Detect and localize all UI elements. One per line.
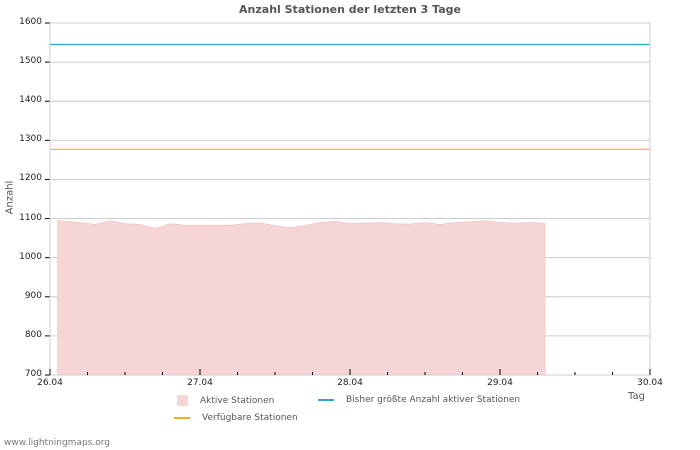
y-tick-label: 1000	[19, 251, 42, 262]
y-tick-label: 1200	[19, 173, 42, 184]
y-tick-label: 1600	[19, 17, 42, 27]
x-tick-label: 27.04	[187, 378, 213, 388]
legend-label-active: Aktive Stationen	[200, 395, 275, 406]
active-stations-area	[57, 220, 546, 376]
y-tick-label: 900	[24, 290, 42, 301]
x-tick-label: 26.04	[37, 378, 63, 388]
y-tick-label: 1500	[19, 56, 42, 67]
y-tick-label: 1100	[19, 212, 42, 223]
legend-label-max: Bisher größte Anzahl aktiver Stationen	[346, 395, 521, 405]
legend-item-available: Verfügbare Stationen	[174, 413, 298, 423]
x-tick-label: 29.04	[487, 378, 513, 388]
active-swatch-icon	[177, 395, 188, 406]
max-line-swatch-icon	[318, 399, 334, 401]
y-axis-label: Anzahl	[4, 180, 16, 215]
legend-item-max: Bisher größte Anzahl aktiver Stationen	[318, 395, 520, 405]
y-tick-label: 1300	[19, 134, 42, 145]
y-tick-label: 700	[24, 369, 42, 379]
y-tick-label: 1400	[19, 95, 42, 106]
x-axis-label: Tag	[628, 391, 645, 402]
y-tick-label: 800	[24, 329, 42, 340]
chart-title: Anzahl Stationen der letzten 3 Tage	[239, 3, 461, 16]
x-tick-label: 30.04	[637, 378, 663, 388]
x-tick-label: 28.04	[337, 378, 363, 388]
axes	[45, 22, 651, 376]
available-line-swatch-icon	[174, 417, 190, 419]
legend-label-available: Verfügbare Stationen	[202, 413, 298, 423]
legend-item-active: Aktive Stationen	[177, 395, 274, 406]
footer-credit: www.lightningmaps.org	[4, 438, 110, 448]
